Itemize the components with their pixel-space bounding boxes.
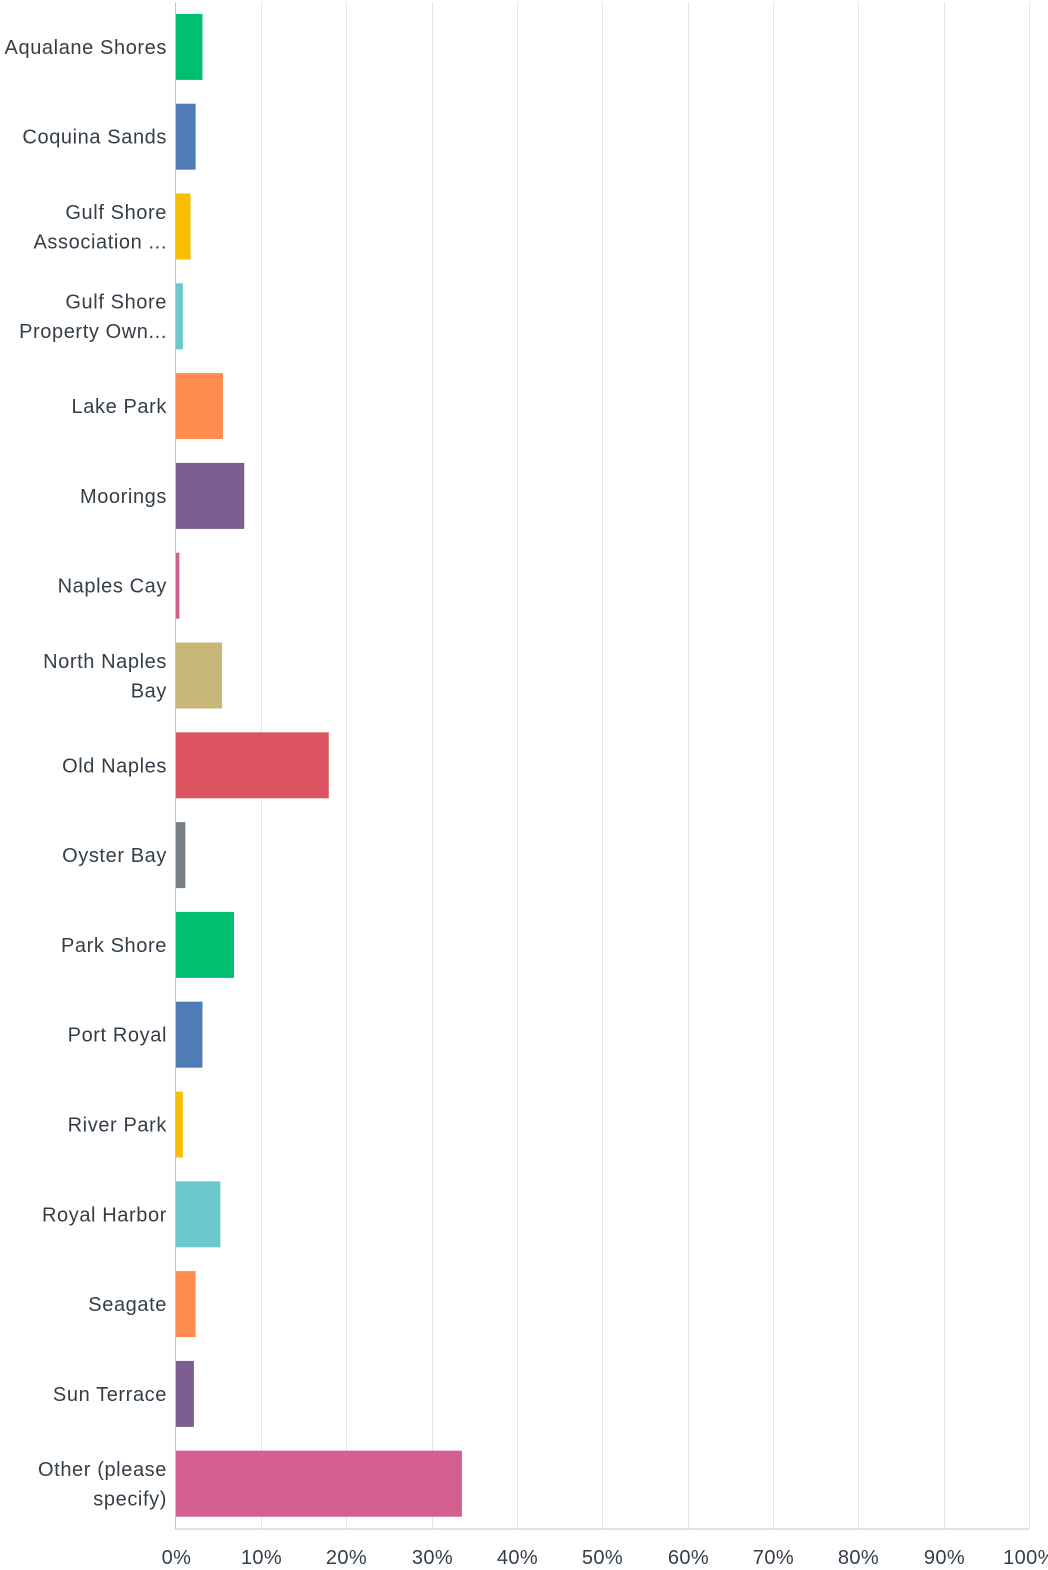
gridlines — [261, 2, 1030, 1529]
category-label: Park Shore — [61, 935, 167, 957]
category-label: Moorings — [80, 486, 167, 508]
category-label: North Naples Bay — [43, 651, 167, 703]
bar[interactable] — [176, 732, 329, 799]
x-tick-label: 50% — [582, 1547, 623, 1569]
category-label: Old Naples — [62, 755, 167, 777]
x-tick-label: 100% — [1003, 1547, 1048, 1569]
bar[interactable] — [176, 373, 223, 440]
bar[interactable] — [176, 822, 186, 889]
x-tick-label: 90% — [924, 1547, 965, 1569]
x-tick-label: 70% — [753, 1547, 794, 1569]
bar[interactable] — [176, 552, 180, 619]
x-tick-label: 0% — [162, 1547, 192, 1569]
bar[interactable] — [176, 283, 183, 350]
bar[interactable] — [176, 1450, 462, 1517]
category-label: Aqualane Shores — [5, 37, 167, 59]
bar[interactable] — [176, 911, 235, 978]
x-tick-label: 80% — [838, 1547, 879, 1569]
x-tick-labels: 0% 10% 20% 30% 40% 50% 60% 70% 80% 90% 100% — [162, 1547, 1048, 1569]
category-label: Coquina Sands — [22, 127, 167, 149]
bar[interactable] — [176, 642, 223, 709]
bars — [176, 13, 462, 1517]
x-tick-label: 30% — [412, 1547, 453, 1569]
bar[interactable] — [176, 193, 191, 260]
bar[interactable] — [176, 1001, 203, 1068]
x-tick-label: 40% — [497, 1547, 538, 1569]
bar[interactable] — [176, 1091, 183, 1158]
x-tick-label: 20% — [326, 1547, 367, 1569]
bar[interactable] — [176, 1271, 196, 1338]
category-label: Oyster Bay — [62, 845, 167, 867]
category-label: Other (please specify) — [38, 1459, 167, 1511]
category-label: Port Royal — [68, 1025, 167, 1047]
bar[interactable] — [176, 103, 196, 170]
category-label: Royal Harbor — [42, 1204, 167, 1226]
x-tick-label: 10% — [241, 1547, 282, 1569]
category-label: Gulf Shore Association ... — [33, 202, 167, 254]
bar[interactable] — [176, 462, 245, 529]
bar[interactable] — [176, 1181, 221, 1248]
category-labels: Aqualane Shores Coquina Sands Gulf Shore As… — [5, 37, 168, 1511]
axes — [175, 2, 1029, 1530]
category-label: Naples Cay — [58, 576, 167, 598]
bar[interactable] — [176, 1360, 194, 1427]
category-label: River Park — [68, 1115, 168, 1137]
category-label: Seagate — [88, 1294, 167, 1316]
x-tick-label: 60% — [668, 1547, 709, 1569]
category-label: Lake Park — [72, 396, 168, 418]
bar[interactable] — [176, 13, 203, 80]
category-label: Gulf Shore Property Own... — [19, 292, 167, 344]
category-label: Sun Terrace — [53, 1384, 167, 1406]
